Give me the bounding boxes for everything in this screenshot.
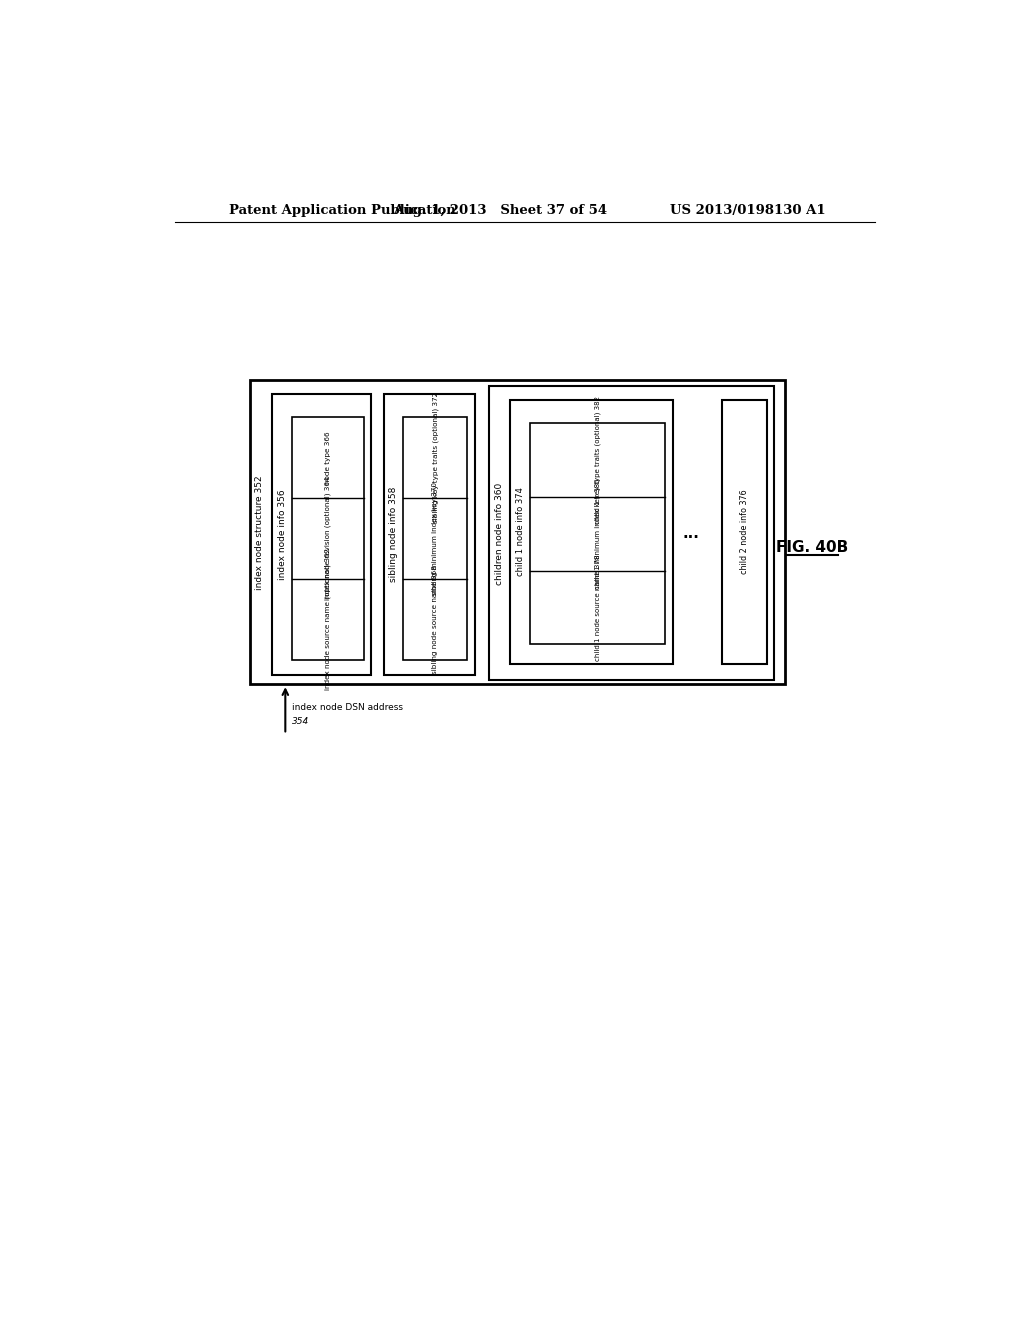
Bar: [403, 417, 467, 660]
Text: ...: ...: [682, 525, 699, 541]
Text: Patent Application Publication: Patent Application Publication: [228, 205, 456, 218]
Text: sibling key type traits (optional) 372: sibling key type traits (optional) 372: [432, 392, 438, 523]
Text: child 2 node info 376: child 2 node info 376: [739, 490, 749, 574]
Bar: [272, 395, 372, 675]
Text: US 2013/0198130 A1: US 2013/0198130 A1: [670, 205, 825, 218]
Text: index node structure 352: index node structure 352: [255, 475, 264, 590]
Text: sibling node info 358: sibling node info 358: [389, 487, 398, 582]
Text: index node source name (optional) 362: index node source name (optional) 362: [325, 548, 331, 690]
Bar: [530, 424, 665, 644]
Text: node type 366: node type 366: [325, 432, 331, 484]
Text: FIG. 40B: FIG. 40B: [776, 540, 849, 556]
Text: sibling minimum index key 370: sibling minimum index key 370: [432, 482, 438, 595]
Text: child 1 key type traits (optional) 382: child 1 key type traits (optional) 382: [594, 396, 601, 524]
Bar: [489, 387, 774, 681]
Text: 354: 354: [292, 717, 309, 726]
Text: index node revision (optional) 364: index node revision (optional) 364: [325, 477, 331, 601]
Text: child 1 node source name 378: child 1 node source name 378: [595, 554, 601, 660]
Text: index node DSN address: index node DSN address: [292, 704, 402, 711]
Text: Aug. 1, 2013   Sheet 37 of 54: Aug. 1, 2013 Sheet 37 of 54: [393, 205, 607, 218]
Text: child 1 minimum index key 380: child 1 minimum index key 380: [595, 478, 601, 589]
Text: child 1 node info 374: child 1 node info 374: [516, 487, 524, 577]
Text: sibling node source name 368: sibling node source name 368: [432, 565, 438, 673]
Text: index node info 356: index node info 356: [278, 490, 287, 579]
Bar: [292, 417, 364, 660]
Bar: [722, 400, 767, 664]
Bar: [510, 400, 673, 664]
Text: children node info 360: children node info 360: [495, 482, 504, 585]
Bar: [384, 395, 475, 675]
Bar: [251, 380, 785, 684]
